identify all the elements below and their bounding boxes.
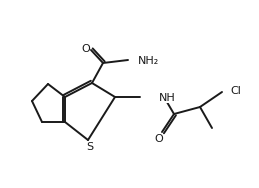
Text: NH₂: NH₂ <box>138 56 159 66</box>
Text: O: O <box>155 134 163 144</box>
Text: O: O <box>82 44 90 54</box>
Text: NH: NH <box>159 93 176 103</box>
Text: Cl: Cl <box>230 86 241 96</box>
Text: S: S <box>87 142 93 152</box>
